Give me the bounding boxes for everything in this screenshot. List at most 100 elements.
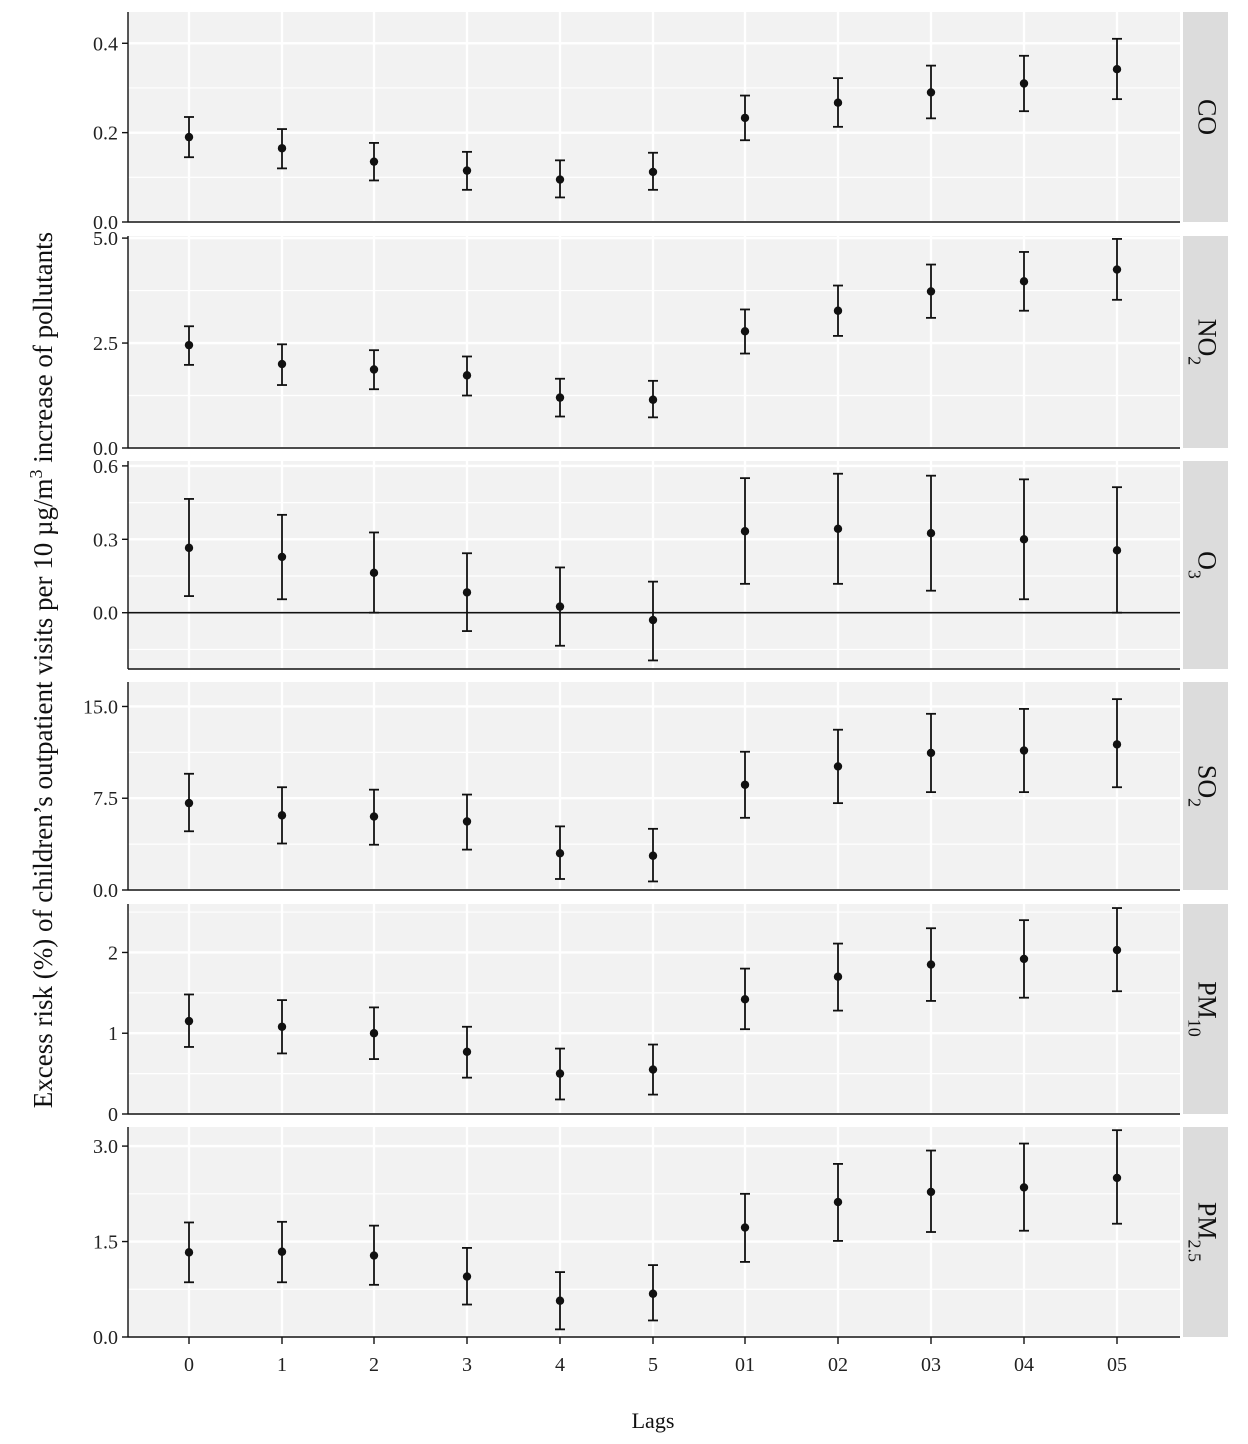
y-tick-label: 5.0: [93, 228, 118, 250]
estimate-point: [184, 1248, 194, 1257]
facet-label-main: SO: [1193, 765, 1222, 798]
x-tick-label: 4: [555, 1354, 565, 1376]
panel-2: 0.0 0.3 0.6 O3: [93, 456, 1228, 670]
estimate-point: [740, 327, 750, 336]
panel-1: 0.0 2.5 5.0 NO2: [93, 228, 1228, 460]
facet-strip: [1183, 904, 1228, 1114]
panel-0: 0.0 0.2 0.4 CO: [93, 12, 1228, 234]
facet-strip: [1183, 1127, 1228, 1337]
estimate-point: [184, 132, 194, 142]
estimate-point: [277, 552, 287, 562]
x-tick-label: 03: [921, 1354, 941, 1376]
estimate-point: [648, 1289, 658, 1298]
y-tick-label: 0.6: [93, 456, 118, 478]
facet-label-subscript: 3: [1185, 570, 1205, 579]
x-tick-label: 0: [184, 1354, 194, 1376]
x-tick-label: 2: [369, 1354, 379, 1376]
y-tick-label: 0.4: [93, 33, 118, 55]
y-axis-title-main: Excess risk (%) of children’s outpatient…: [28, 478, 58, 1108]
estimate-point: [740, 1223, 750, 1232]
y-tick-label: 2.5: [93, 333, 118, 355]
estimate-point: [369, 1251, 379, 1260]
facet-label-main: NO: [1193, 319, 1222, 357]
y-tick-label: 3.0: [93, 1136, 118, 1158]
estimate-point: [833, 306, 843, 315]
estimate-point: [462, 1047, 472, 1057]
y-tick-label: 0.3: [93, 529, 118, 551]
y-tick-label: 2: [108, 942, 118, 964]
estimate-point: [277, 144, 287, 153]
panel-3: 0.0 7.5 15.0 SO2: [83, 682, 1228, 902]
estimate-point: [369, 365, 379, 374]
facet-label-main: CO: [1193, 99, 1222, 135]
estimate-point: [555, 393, 565, 402]
estimate-point: [555, 175, 565, 184]
y-tick-label: 7.5: [93, 788, 118, 810]
estimate-point: [648, 615, 658, 625]
facet-strip: [1183, 236, 1228, 448]
panels: 0.00.20.4CO0.02.55.0NO20.00.30.6O30.07.5…: [83, 12, 1228, 1349]
facet-strip: [1183, 461, 1228, 669]
facet-label-main: PM: [1193, 1202, 1222, 1240]
estimate-point: [1112, 945, 1122, 955]
x-tick-label: 1: [277, 1354, 287, 1376]
estimate-point: [369, 568, 379, 578]
estimate-point: [462, 1272, 472, 1281]
facet-strip-label: PM10: [1185, 981, 1222, 1037]
y-tick-label: 0.0: [93, 603, 118, 625]
estimate-point: [833, 98, 843, 107]
estimate-point: [648, 395, 658, 404]
x-tick-label: 01: [735, 1354, 755, 1376]
y-tick-label: 0: [108, 1104, 118, 1126]
estimate-point: [1112, 64, 1122, 74]
facet-strip: [1183, 12, 1228, 222]
x-tick-label: 05: [1107, 1354, 1127, 1376]
y-axis-title-rest: increase of pollutants: [28, 232, 58, 470]
estimate-point: [555, 602, 565, 611]
estimate-point: [1112, 265, 1122, 274]
facet-strip-label: SO2: [1185, 765, 1222, 807]
y-tick-label: 1.5: [93, 1232, 118, 1254]
estimate-point: [184, 798, 194, 808]
estimate-point: [277, 1247, 287, 1256]
estimate-point: [1019, 954, 1029, 964]
estimate-point: [926, 748, 936, 758]
estimate-point: [462, 588, 472, 597]
facet-label-main: PM: [1193, 981, 1222, 1019]
estimate-point: [1112, 740, 1122, 749]
estimate-point: [926, 528, 936, 538]
estimate-point: [740, 527, 750, 536]
y-tick-label: 0.2: [93, 123, 118, 145]
y-axis-title: Excess risk (%) of children’s outpatient…: [26, 232, 58, 1108]
x-tick-label: 3: [462, 1354, 472, 1376]
estimate-point: [740, 995, 750, 1004]
estimate-point: [1019, 1183, 1029, 1192]
facet-label-main: O: [1193, 551, 1222, 570]
estimate-point: [555, 1296, 565, 1305]
estimate-point: [462, 817, 472, 826]
facet-strip-label: NO2: [1185, 319, 1222, 366]
estimate-point: [555, 1069, 565, 1078]
estimate-point: [369, 812, 379, 821]
estimate-point: [833, 524, 843, 533]
facet-strip-label: PM2.5: [1185, 1202, 1222, 1262]
estimate-point: [648, 167, 658, 177]
y-axis-title-sup: 3: [26, 469, 46, 478]
y-tick-label: 0.0: [93, 212, 118, 234]
estimate-point: [926, 287, 936, 296]
panel-5: 0.0 1.5 3.0 PM2.5: [93, 1127, 1228, 1349]
estimate-point: [1112, 1173, 1122, 1183]
estimate-point: [1019, 535, 1029, 544]
estimate-point: [277, 1022, 287, 1031]
facet-label-subscript: 10: [1185, 1019, 1205, 1037]
estimate-point: [833, 1197, 843, 1207]
estimate-point: [462, 166, 472, 175]
estimate-point: [277, 811, 287, 820]
estimate-point: [926, 960, 936, 969]
estimate-point: [555, 849, 565, 858]
facet-strip-label: CO: [1193, 99, 1222, 135]
estimate-point: [833, 972, 843, 981]
estimate-point: [277, 359, 287, 369]
estimate-point: [184, 1016, 194, 1026]
